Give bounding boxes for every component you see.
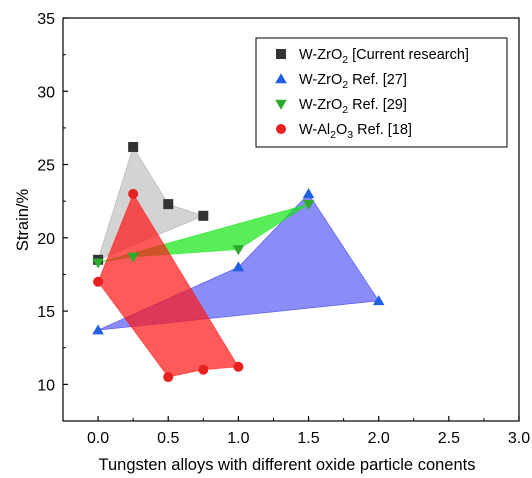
legend-label-0: W-ZrO2 [Current research] [299,47,469,66]
y-tick-label: 30 [37,84,55,101]
legend-marker-1 [275,73,287,84]
series-3-point [128,188,139,199]
legend-label-1: W-ZrO2 Ref. [27] [299,72,407,91]
series-2-point [92,258,104,269]
series-3-point [198,364,209,375]
y-tick-label: 20 [37,231,55,248]
x-axis-label: Tungsten alloys with different oxide par… [99,456,476,474]
x-tick-label: 2.5 [438,430,460,447]
legend-marker-2 [275,99,287,110]
series-3-area [97,192,240,378]
series-1-point [232,261,245,272]
legend-marker-0 [276,49,286,59]
legend-label-3: W-Al2O3 Ref. [18] [299,122,412,141]
series-0-point [198,210,209,221]
y-axis: 10 15 20 25 30 35 [37,11,68,394]
series-3-point [233,361,244,372]
y-axis-label: Strain/% [14,188,32,251]
series-0-point [128,141,139,152]
legend-label-2: W-ZrO2 Ref. [29] [299,97,407,116]
x-tick-label: 1.5 [297,430,319,447]
y-tick-label: 35 [37,11,55,28]
series-markers [92,141,385,383]
series-0-point [163,199,174,210]
x-tick-label: 2.0 [368,430,390,447]
y-tick-label: 15 [37,304,55,321]
series-1-point [372,295,385,306]
x-tick-label: 1.0 [227,430,249,447]
series-3-point [163,372,174,383]
series-2-point [127,252,139,263]
legend: W-ZrO2 [Current research] W-ZrO2 Ref. [27… [255,37,508,148]
series-1-point [92,324,104,335]
series-3-point [93,276,104,287]
x-tick-label: 0.5 [157,430,179,447]
legend-box [255,37,508,148]
y-tick-label: 10 [37,377,55,394]
x-axis: 0.0 0.5 1.0 1.5 2.0 2.5 3.0 [87,416,530,447]
plot-frame [62,17,520,422]
legend-marker-3 [276,124,286,134]
series-1-point [302,188,315,199]
series-2-point [232,245,245,256]
y-tick-label: 25 [37,158,55,175]
x-tick-label: 3.0 [508,430,530,447]
x-tick-label: 0.0 [87,430,109,447]
series-2-point [302,199,315,210]
